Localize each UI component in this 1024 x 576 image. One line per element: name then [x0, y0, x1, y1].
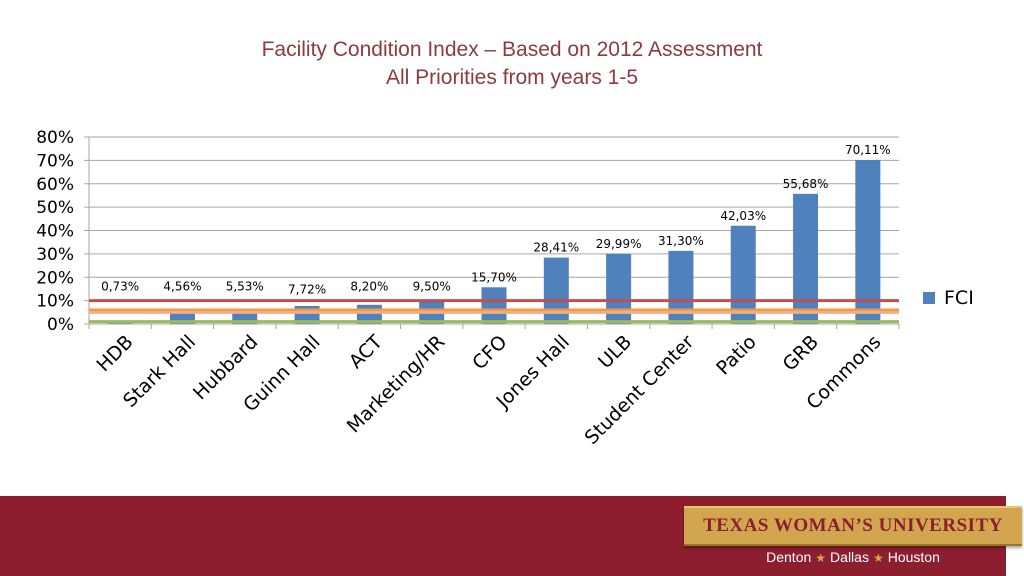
y-tick-label: 50%: [36, 198, 74, 218]
legend-label: FCI: [944, 287, 974, 309]
campus-houston: Houston: [887, 549, 940, 565]
bar: [543, 257, 569, 324]
data-label: 9,50%: [413, 280, 451, 294]
y-tick-label: 70%: [36, 151, 74, 171]
data-label: 5,53%: [226, 280, 264, 294]
y-tick-label: 20%: [36, 268, 74, 288]
category-label: GRB: [779, 331, 824, 376]
bar: [730, 225, 756, 324]
category-label: Student Center: [581, 331, 699, 449]
y-tick-label: 30%: [36, 245, 74, 265]
y-tick-label: 0%: [47, 315, 74, 335]
category-label: HDB: [92, 331, 137, 376]
data-label: 7,72%: [288, 283, 326, 297]
star-icon: ★: [872, 551, 884, 565]
chart-title: Facility Condition Index – Based on 2012…: [0, 36, 1024, 92]
data-label: 55,68%: [783, 177, 829, 191]
category-label: CFO: [468, 331, 511, 374]
data-label: 31,30%: [658, 234, 704, 248]
legend-swatch: [923, 292, 935, 304]
bar: [793, 193, 819, 324]
data-label: 70,11%: [845, 143, 891, 157]
data-label: 0,73%: [101, 280, 139, 294]
y-tick-label: 60%: [36, 175, 74, 195]
data-label: 28,41%: [533, 241, 579, 255]
y-tick-label: 80%: [36, 128, 74, 148]
category-label: Patio: [712, 331, 761, 380]
campus-dallas: Dallas: [830, 549, 869, 565]
chart-title-line1: Facility Condition Index – Based on 2012…: [261, 38, 763, 61]
university-logo-banner: TEXAS WOMAN’S UNIVERSITY: [684, 506, 1022, 546]
data-label: 8,20%: [350, 280, 388, 294]
category-label: ACT: [345, 331, 387, 373]
data-label: 42,03%: [720, 209, 766, 223]
bar: [169, 313, 195, 324]
campus-list: Denton ★ Dallas ★ Houston: [684, 549, 1022, 565]
chart-title-line2: All Priorities from years 1-5: [385, 66, 639, 89]
star-icon: ★: [815, 551, 827, 565]
fci-bar-chart: 0% 10% 20% 30% 40% 50% 60% 70% 80% 0,73% 4,56% 5,53…: [36, 128, 974, 449]
university-name: TEXAS WOMAN’S UNIVERSITY: [703, 515, 1003, 536]
category-label: ULB: [594, 331, 636, 373]
y-tick-label: 10%: [36, 292, 74, 312]
bar: [481, 287, 507, 324]
bar: [855, 160, 881, 324]
data-label: 4,56%: [163, 280, 201, 294]
campus-denton: Denton: [766, 549, 812, 565]
y-tick-label: 40%: [36, 222, 74, 242]
data-label: 29,99%: [596, 237, 642, 251]
data-label: 15,70%: [471, 270, 517, 284]
